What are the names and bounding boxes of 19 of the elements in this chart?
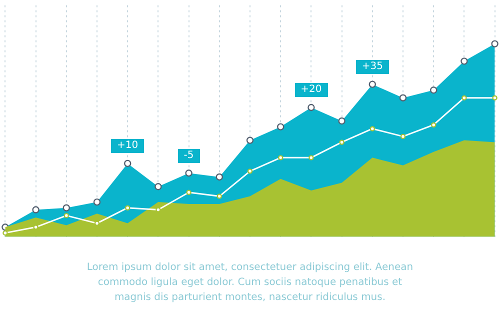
point <box>186 190 192 196</box>
point <box>339 140 344 145</box>
point <box>462 95 467 100</box>
annotation: +20 <box>294 83 328 98</box>
point <box>400 134 406 140</box>
point <box>247 168 253 174</box>
point <box>216 194 222 199</box>
point <box>370 126 375 132</box>
point <box>308 155 314 160</box>
point <box>431 122 436 128</box>
point <box>278 155 284 160</box>
point <box>64 212 69 218</box>
point <box>125 205 130 210</box>
annotation: -5 <box>178 149 200 164</box>
annotation: +10 <box>111 139 144 154</box>
point <box>2 230 8 236</box>
text: Lorem ipsum dolor sit amet, consectetuer adipiscing elit. Aenean commodo ligula eget dolor. Cum sociis natoque penatibus et magnis dis parturient montes, nascetur ridiculus mus. <box>86 261 414 305</box>
annotation: +35 <box>356 60 389 74</box>
point <box>492 95 498 100</box>
